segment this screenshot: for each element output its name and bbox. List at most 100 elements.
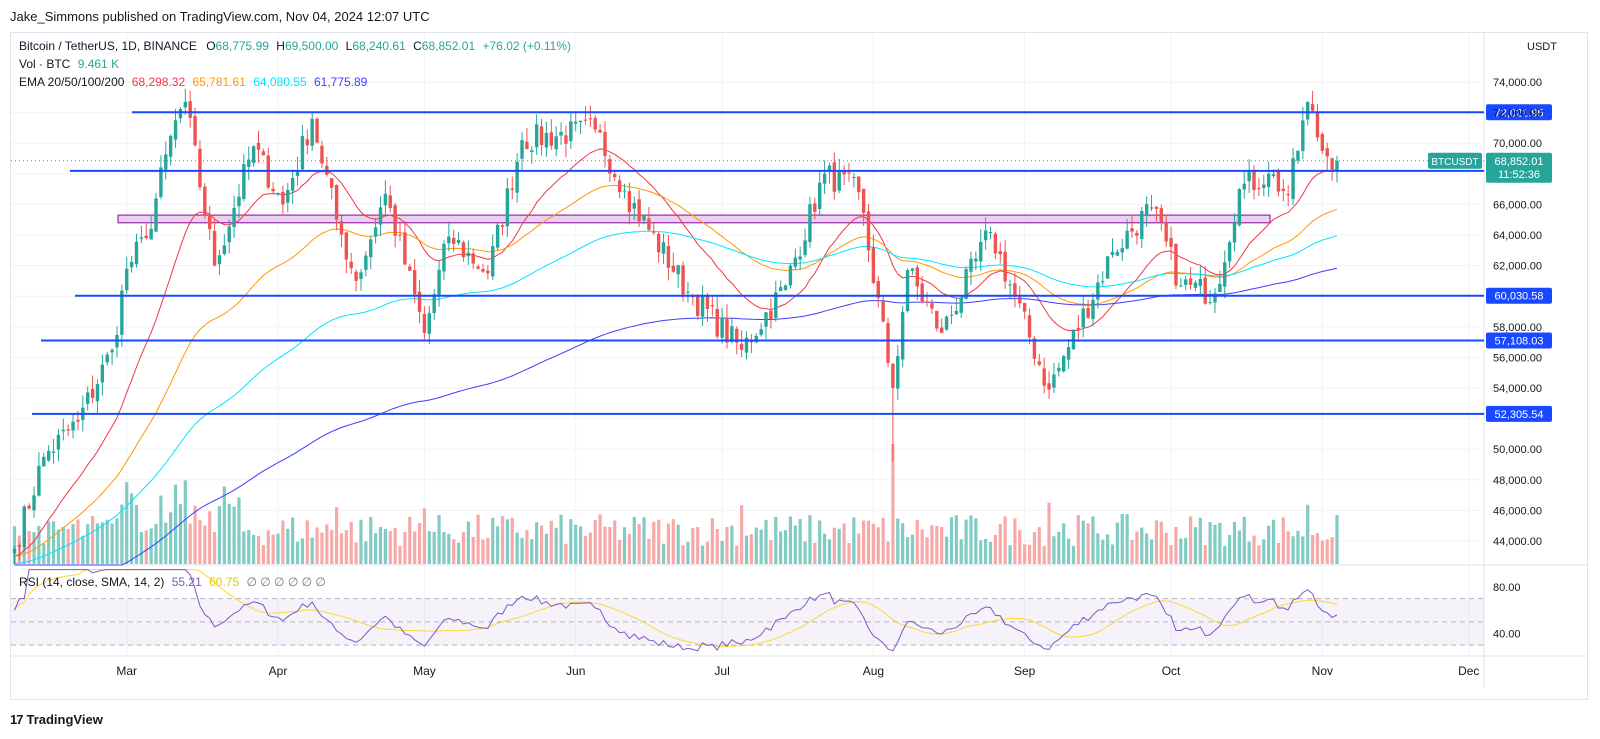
candle-body [1174,243,1178,286]
volume-bar [642,517,646,564]
candle [1091,293,1095,327]
candle-body [798,256,802,260]
volume-bar [1120,514,1124,564]
candle [349,252,353,275]
candle-body [979,241,983,262]
candle-body [378,207,383,225]
candle-body [1076,328,1081,330]
volume-bar [881,517,885,564]
candle [1276,168,1281,197]
ema-label[interactable]: EMA 20/50/100/200 [19,75,125,89]
candle [159,155,163,200]
candle-body [1330,158,1334,170]
rsi-line [14,569,1338,652]
candle [442,240,446,280]
candle-body [871,247,876,284]
candle-body [168,135,173,157]
candle [403,221,407,266]
time-tick-label: May [413,664,436,678]
volume-bar [818,520,822,564]
candle-body [1188,278,1193,285]
candle [661,233,666,265]
candle-body [637,199,641,222]
time-tick-label: Apr [269,664,288,678]
candle-body [159,167,163,197]
candle-body [1218,283,1222,292]
candle [652,222,656,236]
candle [896,345,900,400]
rsi-tick-label: 80.00 [1493,582,1521,594]
volume-label[interactable]: Vol · BTC [19,57,71,71]
volume-bar [1052,536,1056,564]
candle [598,123,602,134]
candle-body [1022,302,1027,312]
candle [373,218,378,244]
candle-body [1232,223,1237,243]
level-price-tag [1486,405,1552,422]
candle [320,140,324,169]
time-tick-label: Dec [1458,664,1479,678]
candle [56,428,61,462]
candle [627,182,632,225]
volume-bar [266,530,270,564]
volume-bar [374,533,378,564]
candle-body [212,231,217,266]
candle [237,184,241,218]
candle [432,288,436,320]
candle [37,452,41,497]
candle [608,154,612,182]
candle [622,183,627,199]
candle-body [720,317,724,338]
time-tick-label: Jul [714,664,729,678]
low-label: L [345,39,353,53]
candle [256,130,261,163]
volume-bar [144,530,148,564]
candle [408,263,412,272]
chart-canvas[interactable]: 72,021.9568,188.8660,030.5857,108.0352,3… [0,0,1600,700]
candle-body [515,161,519,193]
candle [437,260,441,307]
candle-body [110,349,114,353]
candle-body [1325,148,1329,157]
price-tick-label: 46,000.00 [1493,505,1542,517]
volume-bar [1096,533,1100,564]
candle-body [71,421,75,431]
currency-label[interactable]: USDT [1527,41,1557,53]
volume-bar [281,520,285,564]
volume-bar [1218,522,1222,564]
volume-bar [964,519,968,564]
candle [642,214,646,225]
candle-body [1110,251,1115,255]
candle [793,248,797,271]
volume-bar [525,530,529,564]
candle-body [1013,283,1017,297]
candle [1320,131,1325,155]
candle [549,119,553,150]
candle [593,115,597,133]
candle-body [344,232,349,260]
candle [881,295,885,323]
volume-bar [827,539,832,564]
volume-bar [139,532,143,564]
candle-body [500,225,505,227]
candle-body [139,237,144,239]
candle-body [1306,101,1310,120]
volume-bar [130,493,134,564]
tradingview-logo[interactable]: 17 TradingView [10,712,103,727]
rsi-label[interactable]: RSI (14, close, SMA, 14, 2) [19,575,165,589]
volume-bar [1106,534,1110,564]
volume-bar [442,532,446,564]
volume-bar [320,532,324,564]
symbol-name[interactable]: Bitcoin / TetherUS, 1D, BINANCE [19,39,197,53]
candle-body [237,196,241,207]
candle [891,363,895,462]
candle-body [144,235,148,239]
volume-bar [242,531,246,564]
candle [339,215,344,248]
candle-body [315,118,319,143]
candle-body [754,335,758,343]
candle-body [1027,315,1032,338]
volume-bar [935,526,939,564]
candle [1042,357,1046,394]
volume-bar [1071,545,1076,564]
